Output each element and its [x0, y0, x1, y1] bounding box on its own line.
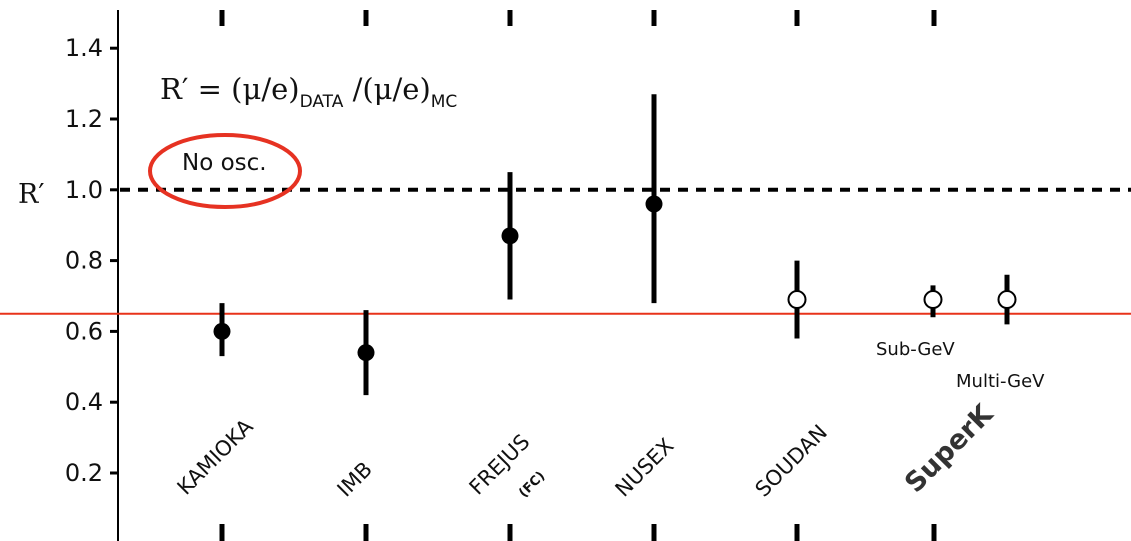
point-label: Multi-GeV	[956, 371, 1045, 392]
formula-mc-subscript: MC	[431, 92, 458, 112]
category-label: KAMIOKA	[173, 414, 259, 500]
category-label: IMB	[333, 457, 377, 501]
y-tick-label: 0.6	[65, 317, 103, 345]
formula-data-subscript: DATA	[300, 92, 344, 112]
category-note-label: (FC)	[516, 469, 548, 501]
y-tick-label: 1.0	[65, 176, 103, 204]
data-point-open	[997, 290, 1017, 310]
data-point-open	[787, 290, 807, 310]
y-tick-label: 1.4	[65, 34, 103, 62]
data-point-filled	[213, 322, 231, 340]
no-osc-label: No osc.	[182, 150, 267, 176]
x-ticks	[219, 10, 937, 541]
y-tick-label: 0.2	[65, 459, 103, 487]
y-tick-label: 0.8	[65, 247, 103, 275]
y-tick-label: 0.4	[65, 388, 103, 416]
category-label: NUSEX	[611, 434, 679, 502]
point-label: Sub-GeV	[876, 339, 955, 360]
data-point-filled	[645, 195, 663, 213]
category-label: SuperK	[899, 398, 1000, 499]
formula-mid: /(μ/e)	[343, 72, 430, 106]
category-labels: KAMIOKA IMB FREJUS NUSEX SOUDAN SuperK(FC)Sub…	[173, 339, 1046, 502]
data-point-filled	[501, 227, 519, 245]
y-axis-label: R′	[18, 179, 44, 210]
data-point-open	[923, 290, 943, 310]
y-ticks: 0.2 0.4 0.6 0.8 1.0 1.2 1.4	[65, 34, 118, 487]
no-osc-highlight-ellipse	[148, 133, 302, 209]
formula-lhs: R′ = (μ/e)	[160, 72, 300, 106]
category-label: SOUDAN	[751, 420, 832, 501]
data-points	[213, 94, 1017, 396]
data-point-filled	[357, 344, 375, 362]
y-tick-label: 1.2	[65, 105, 103, 133]
formula: R′ = (μ/e)DATA /(μ/e)MC	[160, 72, 457, 112]
